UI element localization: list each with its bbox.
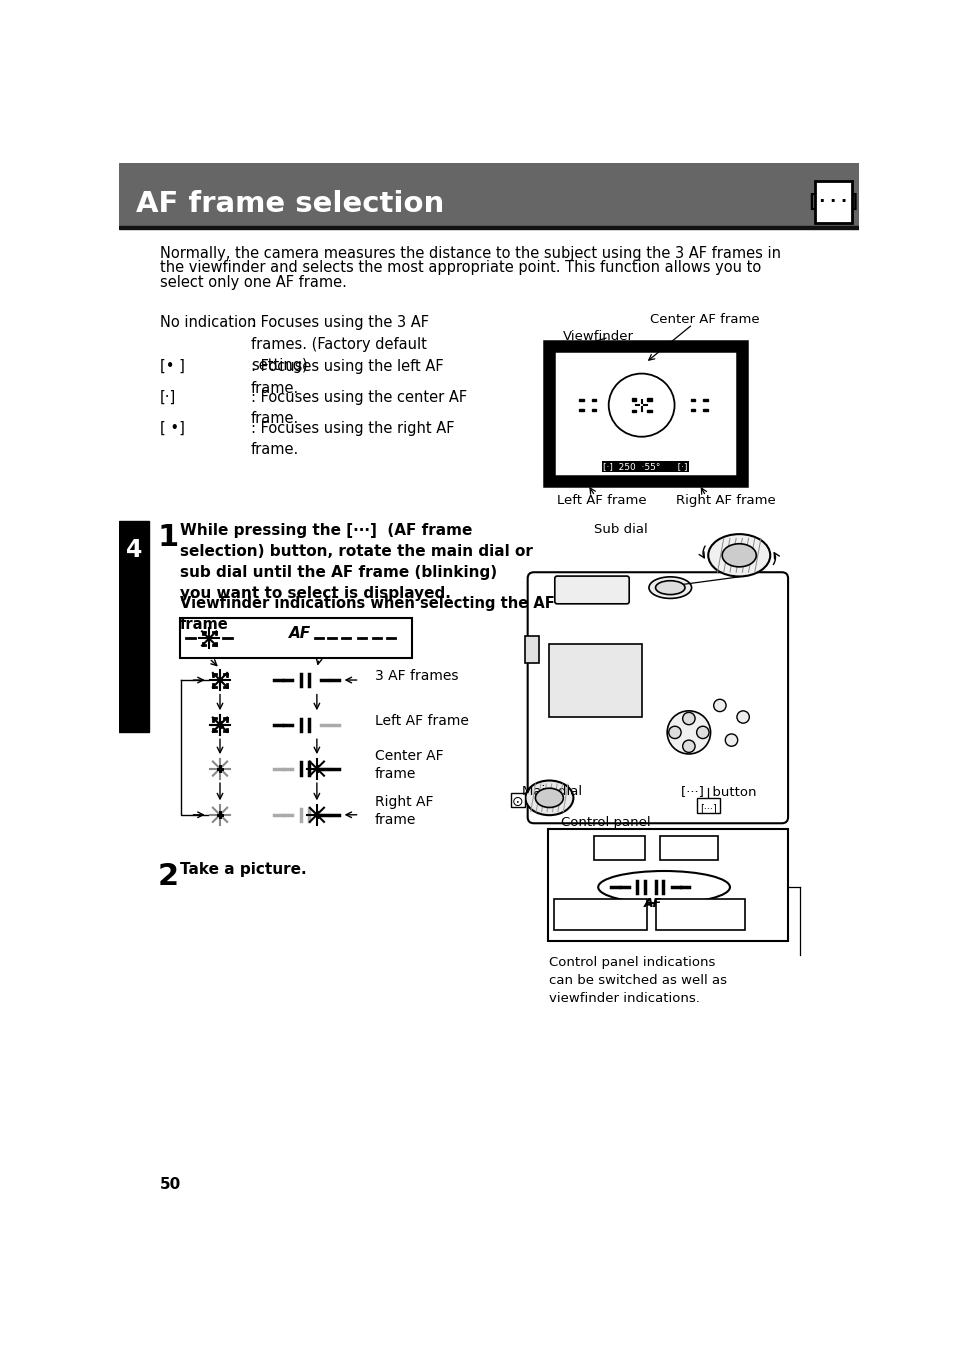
Text: 3 AF frames: 3 AF frames — [375, 669, 458, 683]
Text: 4: 4 — [126, 538, 142, 562]
Ellipse shape — [707, 534, 769, 576]
Bar — [119, 520, 149, 733]
Text: : Focuses using the center AF
frame.: : Focuses using the center AF frame. — [251, 390, 467, 427]
Bar — [549, 644, 641, 717]
Bar — [594, 836, 644, 860]
Circle shape — [713, 699, 725, 711]
Text: 1: 1 — [158, 523, 179, 551]
Text: [···]: [···] — [700, 804, 716, 813]
Bar — [591, 409, 596, 412]
Text: [·]  250  ·55°      [·]: [·] 250 ·55° [·] — [602, 462, 687, 472]
Bar — [815, 182, 852, 222]
Text: Right AF frame: Right AF frame — [675, 495, 775, 508]
Text: Left AF frame: Left AF frame — [557, 495, 646, 508]
Text: : Focuses using the left AF
frame.: : Focuses using the left AF frame. — [251, 359, 443, 396]
Text: Center AF frame: Center AF frame — [649, 313, 759, 325]
Bar — [656, 898, 744, 930]
Ellipse shape — [535, 789, 562, 808]
Bar — [631, 409, 636, 412]
Bar — [646, 398, 651, 401]
Circle shape — [668, 726, 680, 738]
Text: No indication: No indication — [159, 316, 255, 331]
Ellipse shape — [648, 577, 691, 599]
Circle shape — [696, 726, 708, 738]
Bar — [702, 398, 707, 401]
Text: : Focuses using the right AF
frame.: : Focuses using the right AF frame. — [251, 420, 454, 457]
Text: the viewfinder and selects the most appropriate point. This function allows you : the viewfinder and selects the most appr… — [159, 260, 760, 275]
Text: Viewfinder: Viewfinder — [562, 331, 633, 343]
Ellipse shape — [655, 581, 684, 595]
Text: Main dial: Main dial — [521, 785, 581, 798]
FancyBboxPatch shape — [555, 576, 629, 604]
Circle shape — [682, 740, 695, 752]
Circle shape — [724, 734, 737, 747]
Bar — [524, 635, 537, 663]
Text: AF: AF — [289, 626, 311, 641]
Bar — [578, 398, 583, 401]
Text: Control panel: Control panel — [560, 816, 650, 828]
Text: [···]: [···] — [806, 192, 861, 211]
Text: 2: 2 — [158, 862, 179, 890]
Text: Take a picture.: Take a picture. — [179, 862, 306, 877]
Text: Right AF
frame: Right AF frame — [375, 795, 433, 827]
Bar — [119, 163, 858, 226]
Bar — [690, 409, 695, 412]
Text: Left AF frame: Left AF frame — [375, 714, 468, 728]
Text: ⊙: ⊙ — [511, 794, 523, 809]
Bar — [702, 409, 707, 412]
Text: Control panel indications
can be switched as well as
viewfinder indications.: Control panel indications can be switche… — [549, 957, 726, 1005]
Bar — [549, 346, 740, 481]
Bar — [631, 398, 636, 401]
Bar — [646, 409, 651, 412]
Bar — [119, 226, 858, 229]
Text: While pressing the [···]  (AF frame
selection) button, rotate the main dial or
s: While pressing the [···] (AF frame selec… — [179, 523, 532, 602]
FancyBboxPatch shape — [527, 572, 787, 824]
Bar — [510, 793, 524, 808]
Text: select only one AF frame.: select only one AF frame. — [159, 275, 346, 290]
Text: Normally, the camera measures the distance to the subject using the 3 AF frames : Normally, the camera measures the distan… — [159, 245, 780, 260]
Text: Center AF
frame: Center AF frame — [375, 748, 443, 780]
Circle shape — [682, 713, 695, 725]
Bar — [179, 618, 412, 659]
Text: [ •]: [ •] — [159, 420, 184, 435]
Text: Sub dial: Sub dial — [593, 523, 647, 537]
Text: Viewfinder indications when selecting the AF
frame: Viewfinder indications when selecting th… — [179, 596, 554, 633]
Bar — [578, 409, 583, 412]
Text: : Focuses using the 3 AF
frames. (Factory default
setting): : Focuses using the 3 AF frames. (Factor… — [251, 316, 429, 373]
Bar — [547, 829, 787, 942]
Circle shape — [666, 711, 710, 753]
Bar — [659, 836, 718, 860]
Ellipse shape — [721, 543, 756, 566]
Text: 50: 50 — [159, 1177, 181, 1192]
Bar — [591, 398, 596, 401]
Text: Focus: Focus — [127, 611, 141, 656]
Ellipse shape — [525, 780, 573, 816]
Ellipse shape — [598, 871, 729, 904]
Bar — [690, 398, 695, 401]
Text: AF frame selection: AF frame selection — [136, 190, 444, 218]
Text: [·]: [·] — [159, 390, 175, 405]
Text: AF: AF — [642, 897, 660, 911]
Text: [• ]: [• ] — [159, 359, 184, 374]
Circle shape — [736, 711, 748, 724]
Bar — [554, 898, 646, 930]
Text: [···]  button: [···] button — [680, 785, 756, 798]
Bar — [696, 798, 720, 813]
